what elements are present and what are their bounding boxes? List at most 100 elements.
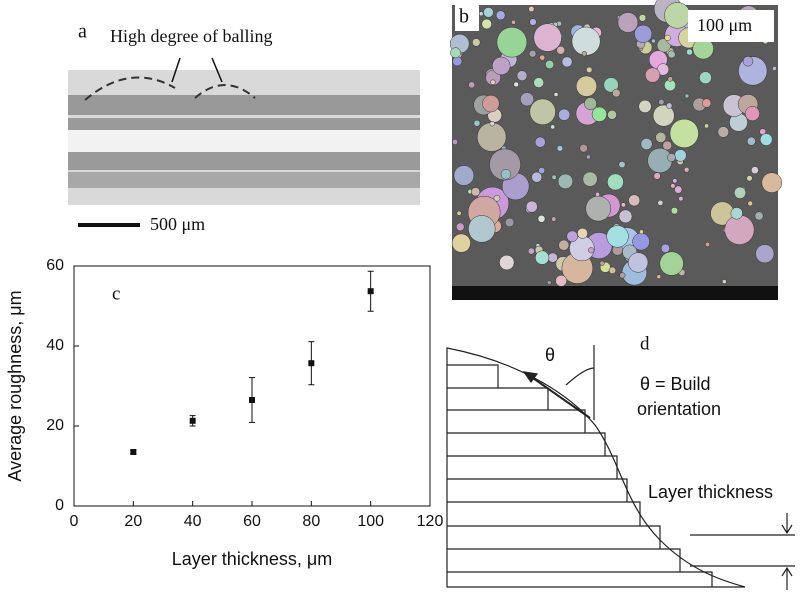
- x-tick-label: 120: [417, 513, 444, 530]
- particle: [551, 216, 557, 222]
- particle: [724, 214, 755, 245]
- info-bar: [452, 286, 778, 300]
- particle: [558, 239, 570, 251]
- particle: [537, 215, 546, 223]
- tangent-arrow: [529, 375, 591, 419]
- particle: [638, 99, 652, 113]
- particle: [550, 124, 556, 130]
- particle: [667, 76, 673, 82]
- particle: [628, 252, 649, 273]
- particle: [674, 185, 683, 194]
- particle: [504, 217, 515, 228]
- particle: [606, 173, 624, 191]
- panel-d: [446, 345, 795, 590]
- particle: [658, 99, 665, 106]
- particle: [481, 18, 492, 30]
- particle: [652, 104, 675, 127]
- particle: [683, 167, 690, 173]
- particle: [586, 66, 593, 73]
- particle: [617, 12, 639, 33]
- particle: [670, 183, 676, 189]
- particle: [702, 98, 712, 108]
- particle: [551, 174, 557, 180]
- particle: [655, 131, 667, 143]
- panel-label: d: [640, 333, 650, 354]
- particle: [528, 50, 537, 58]
- x-tick-label: 40: [184, 513, 202, 530]
- particle: [527, 247, 535, 255]
- particle: [666, 102, 673, 109]
- angle-text: orientation: [637, 399, 721, 419]
- particle: [595, 191, 600, 197]
- particle: [566, 230, 578, 243]
- particle: [577, 227, 588, 239]
- particle: [586, 154, 591, 160]
- particle: [535, 250, 550, 265]
- particle: [571, 26, 601, 56]
- panel-a: a High degree of balling 500 μm: [68, 21, 420, 234]
- particle: [660, 243, 670, 253]
- balls: [68, 95, 420, 115]
- particle: [582, 171, 598, 187]
- particle: [452, 56, 463, 67]
- label-bg: [455, 5, 479, 31]
- particle: [667, 50, 676, 59]
- particle: [772, 66, 777, 71]
- particle: [638, 14, 647, 22]
- panel-label: b: [459, 6, 469, 28]
- scale-label: 500 μm: [150, 214, 205, 234]
- particle: [621, 202, 626, 208]
- dimension-arrows: [781, 513, 793, 590]
- particle: [645, 67, 661, 83]
- arrow: [211, 57, 223, 83]
- particle: [744, 106, 760, 122]
- particle: [618, 209, 633, 224]
- y-tick-label: 20: [46, 417, 64, 434]
- particle: [451, 233, 471, 253]
- particle: [722, 279, 727, 284]
- particle: [471, 187, 481, 197]
- particle: [747, 200, 753, 207]
- particle: [678, 196, 684, 202]
- particle: [533, 23, 562, 52]
- particle: [733, 186, 747, 199]
- angle-symbol: θ: [545, 345, 555, 365]
- particle: [618, 161, 626, 169]
- particle: [489, 148, 521, 181]
- particle: [684, 93, 690, 99]
- layer-text: Layer thickness: [648, 482, 773, 502]
- particle: [672, 178, 678, 184]
- annotation: High degree of balling: [110, 26, 272, 46]
- particle: [528, 6, 535, 13]
- particle: [555, 274, 568, 287]
- y-axis-label: Average roughness, μm: [5, 290, 25, 481]
- x-tick-label: 0: [70, 513, 79, 530]
- particle: [742, 56, 754, 67]
- point: [367, 288, 374, 295]
- particle: [520, 92, 535, 107]
- y-tick-label: 60: [46, 257, 64, 274]
- particle: [468, 81, 476, 89]
- particle: [531, 171, 543, 183]
- particle: [667, 153, 676, 162]
- particle: [490, 79, 496, 85]
- x-tick-label: 60: [243, 513, 261, 530]
- particle: [499, 254, 515, 271]
- particle: [546, 280, 552, 285]
- panel-label: a: [78, 21, 87, 43]
- particle: [516, 70, 528, 81]
- particle: [670, 207, 679, 215]
- label-bg: [688, 10, 774, 42]
- particle: [453, 165, 475, 186]
- particle: [511, 19, 516, 25]
- particle: [612, 88, 621, 98]
- particle: [456, 222, 465, 232]
- particle: [492, 56, 511, 76]
- y-tick-label: 40: [46, 337, 64, 354]
- panel-c: c Layer thickness, μm Average roughness,…: [5, 257, 444, 569]
- particle: [619, 272, 626, 279]
- particle: [686, 48, 693, 56]
- particle: [750, 166, 759, 175]
- particle: [513, 81, 519, 88]
- particle: [651, 38, 656, 44]
